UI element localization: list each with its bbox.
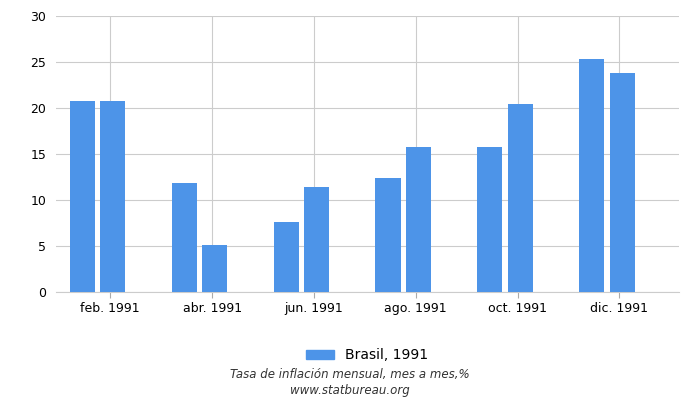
Bar <box>304 187 329 292</box>
Bar <box>406 147 431 292</box>
Bar <box>579 59 604 292</box>
Bar <box>274 222 299 292</box>
Bar <box>202 245 228 292</box>
Bar <box>172 182 197 292</box>
Text: Tasa de inflación mensual, mes a mes,%: Tasa de inflación mensual, mes a mes,% <box>230 368 470 381</box>
Bar <box>375 178 400 292</box>
Bar <box>477 147 503 292</box>
Bar <box>508 104 533 292</box>
Bar <box>100 101 125 292</box>
Text: www.statbureau.org: www.statbureau.org <box>290 384 410 397</box>
Bar <box>70 101 95 292</box>
Bar <box>610 73 635 292</box>
Legend: Brasil, 1991: Brasil, 1991 <box>301 343 434 368</box>
